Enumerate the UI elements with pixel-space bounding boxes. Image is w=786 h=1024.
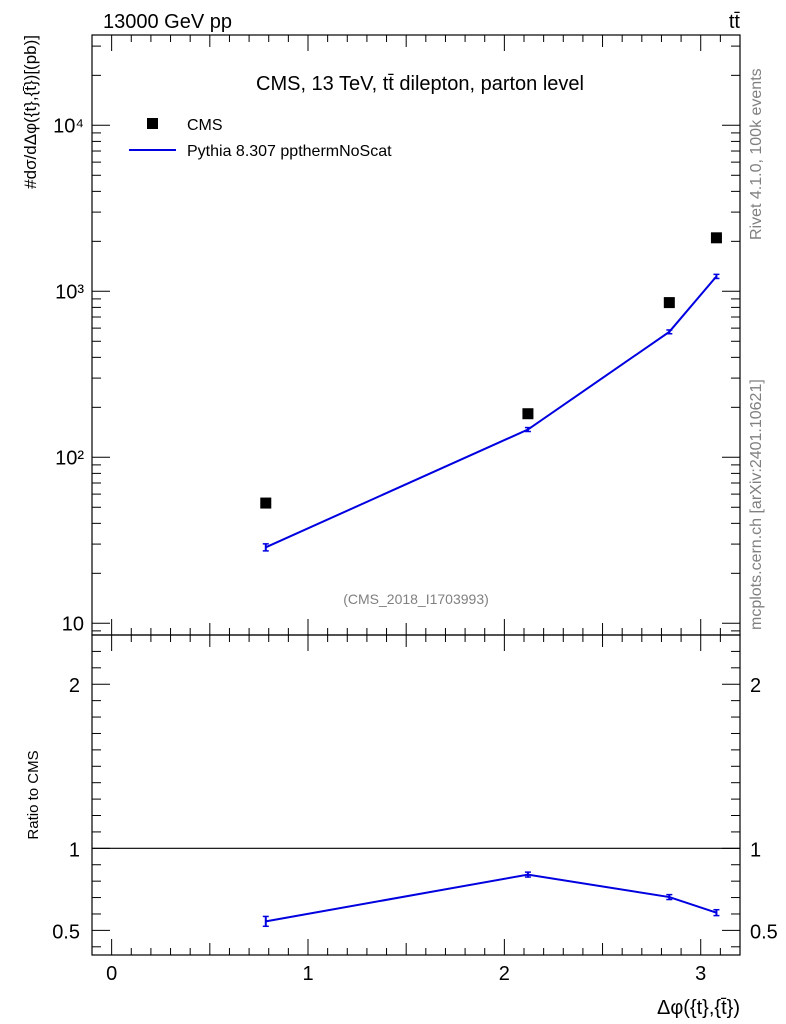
energy-label: 13000 GeV pp (103, 11, 232, 33)
x-tick-label: 0 (106, 963, 117, 985)
process-label: tt̄ (729, 11, 741, 33)
legend-cms-label: CMS (187, 117, 223, 134)
ratio-series (262, 871, 720, 928)
pythia-line (265, 275, 718, 549)
ratio-y-tick-label-left: 1 (69, 839, 80, 861)
main-panel: 10 10² 10³ 10⁴ CMS, 13 TeV, tt̄ dilepton, p… (21, 34, 741, 636)
chart-title: CMS, 13 TeV, tt̄ dilepton, parton level (256, 73, 584, 95)
main-y-tick-label: 10³ (55, 281, 84, 303)
legend-cms-marker (147, 118, 158, 129)
ratio-y-tick-label-right: 0.5 (750, 921, 778, 943)
ratio-y-axis-label: Ratio to CMS (25, 750, 42, 839)
analysis-label: (CMS_2018_I1703993) (343, 591, 489, 607)
main-y-tick-label: 10 (62, 613, 84, 635)
ratio-y-tick-label-left: 0.5 (52, 921, 80, 943)
legend-pythia-label: Pythia 8.307 ppthermNoScat (187, 143, 392, 160)
ratio-ticks (92, 634, 740, 955)
ratio-y-tick-label-left: 2 (69, 675, 80, 697)
cms-data-point (663, 297, 675, 309)
ratio-panel: 0.5 0.5 1 1 2 2 0 1 2 3 Ratio to CMS Δφ({t},{t̄}) (25, 634, 778, 1019)
main-y-tick-label: 10² (55, 447, 84, 469)
x-tick-label: 2 (499, 963, 510, 985)
main-y-axis-label: #dσ/dΔφ({t},{t̄})[(pb)] (21, 35, 40, 189)
ratio-y-tick-label-right: 1 (750, 839, 761, 861)
cms-data-point (522, 408, 534, 420)
mcplots-label: mcplots.cern.ch [arXiv:2401.10621] (748, 379, 765, 630)
ratio-frame (91, 634, 741, 956)
cms-data-point (260, 497, 272, 509)
ratio-y-tick-label-right: 2 (750, 675, 761, 697)
main-y-tick-label: 10⁴ (53, 115, 84, 137)
x-tick-label: 1 (302, 963, 313, 985)
legend: CMS Pythia 8.307 ppthermNoScat (129, 117, 392, 160)
x-tick-label: 3 (695, 963, 706, 985)
rivet-label: Rivet 4.1.0, 100k events (748, 68, 765, 240)
cms-data-point (710, 232, 722, 244)
ratio-line (265, 873, 717, 923)
main-ticks (92, 35, 740, 635)
x-axis-label: Δφ({t},{t̄}) (657, 997, 740, 1019)
main-y-tick-labels: 10 10² 10³ 10⁴ (53, 115, 84, 635)
ratio-tick-labels: 0.5 0.5 1 1 2 2 0 1 2 3 (52, 675, 778, 985)
main-series (260, 232, 722, 552)
